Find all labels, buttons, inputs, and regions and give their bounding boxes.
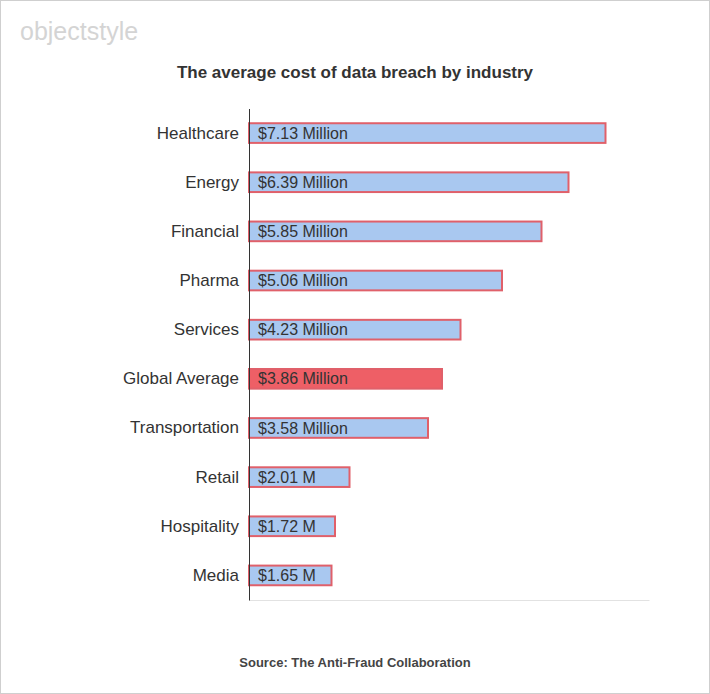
frame	[1, 1, 710, 694]
y-tick: Transportation	[130, 418, 249, 437]
bar	[249, 172, 569, 192]
data-label: $2.01 M	[258, 469, 316, 486]
y-tick: Global Average	[123, 369, 249, 388]
source: Source: The Anti-Fraud Collaboration	[239, 655, 470, 670]
bar	[249, 418, 428, 438]
y-tick-label: Transportation	[130, 418, 239, 437]
y-tick-label: Energy	[185, 173, 239, 192]
data-label: $6.39 Million	[258, 174, 348, 191]
title: The average cost of data breach by indus…	[177, 63, 534, 82]
y-axis: Healthcare Energy Financial Pharma Services G…	[123, 109, 249, 601]
bar	[249, 320, 461, 340]
y-tick: Hospitality	[161, 517, 249, 536]
chart: objectstyle Source: The Anti-Fraud Collab…	[0, 0, 710, 694]
logo: objectstyle	[20, 17, 138, 45]
bar	[249, 467, 350, 487]
bars	[249, 123, 606, 585]
y-tick-label: Financial	[171, 222, 239, 241]
y-tick: Healthcare	[157, 124, 249, 143]
y-tick-label: Hospitality	[161, 517, 240, 536]
bar	[249, 222, 542, 242]
data-label: $7.13 Million	[258, 125, 348, 142]
data-label: $1.72 M	[258, 518, 316, 535]
y-tick: Retail	[196, 468, 249, 487]
y-tick: Pharma	[179, 271, 249, 290]
y-tick-label: Healthcare	[157, 124, 239, 143]
bar	[249, 516, 335, 536]
bar	[249, 271, 502, 291]
y-tick: Services	[174, 320, 249, 339]
data-label: $4.23 Million	[258, 321, 348, 338]
data-label: $5.85 Million	[258, 223, 348, 240]
y-tick-label: Services	[174, 320, 239, 339]
bar	[249, 369, 442, 389]
y-axis-line	[249, 109, 250, 601]
y-tick: Media	[193, 566, 249, 585]
y-tick-label: Pharma	[179, 271, 239, 290]
y-tick-label: Retail	[196, 468, 239, 487]
x-axis	[250, 600, 650, 601]
data-label: $1.65 M	[258, 567, 316, 584]
data-label: $3.86 Million	[258, 370, 348, 387]
x-axis-line	[250, 600, 650, 601]
data-label: $5.06 Million	[258, 272, 348, 289]
data-labels: $7.13 Million $6.39 Million $5.85 Million $…	[258, 125, 348, 584]
y-tick-label: Media	[193, 566, 240, 585]
data-label: $3.58 Million	[258, 420, 348, 437]
y-tick: Energy	[185, 173, 249, 192]
y-tick: Financial	[171, 222, 249, 241]
bar	[249, 123, 606, 143]
bar	[249, 566, 332, 586]
y-tick-label: Global Average	[123, 369, 239, 388]
